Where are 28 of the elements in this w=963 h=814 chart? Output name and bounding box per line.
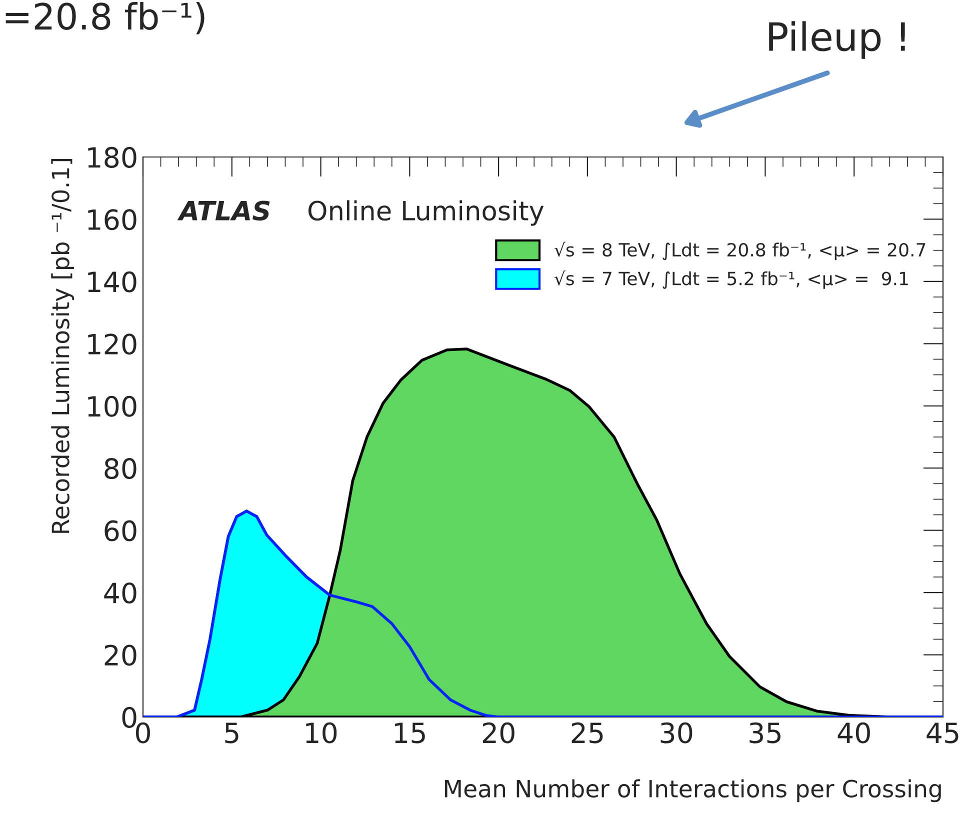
- x-tick-label: 25: [572, 722, 603, 744]
- x-tick-label: 5: [225, 722, 238, 744]
- y-tick-label: 40: [104, 582, 136, 604]
- annotation: ATLAS: [177, 200, 270, 221]
- annotation: Online Luminosity: [308, 200, 544, 226]
- y-tick-label: 180: [88, 146, 136, 168]
- y-tick-label: 120: [88, 334, 136, 355]
- legend-label: √s = 8 TeV, ∫Ldt = 20.8 fb⁻¹, <μ> = 20.7: [554, 242, 926, 260]
- y-tick-label: 60: [104, 520, 136, 542]
- x-tick-label: 15: [395, 722, 425, 744]
- x-tick-label: 35: [750, 722, 780, 744]
- y-axis-title: Recorded Luminosity [pb ⁻¹/0.1]: [51, 159, 74, 533]
- text: Pileup !: [769, 21, 905, 59]
- x-tick-label: 45: [926, 722, 958, 744]
- x-tick-label: 0: [136, 722, 150, 744]
- y-tick-label: 80: [104, 458, 136, 480]
- x-tick-label: 20: [482, 722, 514, 744]
- x-tick-label: 30: [660, 722, 692, 744]
- y-tick-label: 20: [104, 644, 136, 666]
- y-tick-label: 100: [88, 396, 136, 417]
- x-axis-title: Mean Number of Interactions per Crossing: [445, 779, 941, 802]
- y-tick-label: 160: [88, 209, 136, 230]
- x-tick-label: 40: [838, 722, 870, 744]
- y-tick-label: 140: [88, 271, 136, 292]
- legend-label: √s = 7 TeV, ∫Ldt = 5.2 fb⁻¹, <μ> = 9.1: [554, 270, 908, 289]
- x-tick-label: 10: [306, 722, 337, 744]
- y-tick-label: 0: [122, 706, 136, 728]
- text: =20.8 fb⁻¹): [6, 2, 204, 34]
